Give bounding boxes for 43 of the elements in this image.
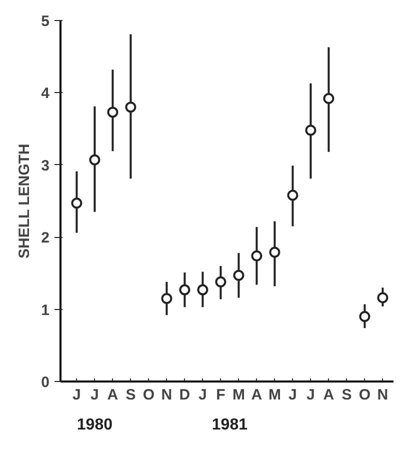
point — [251, 250, 262, 262]
point — [233, 270, 244, 281]
x-tick-label: M — [268, 386, 281, 404]
x-tick-label: A — [107, 386, 118, 404]
point — [107, 106, 118, 118]
point — [71, 198, 82, 209]
y-tick-label: 1 — [41, 302, 50, 319]
y-tick-label: 4 — [41, 85, 50, 102]
x-tick-label: J — [306, 386, 315, 404]
y-axis-title: SHELL LENGTH — [16, 144, 34, 258]
x-tick-label: J — [288, 386, 297, 404]
x-tick-label: A — [251, 386, 262, 404]
point — [89, 154, 100, 166]
point — [179, 284, 190, 296]
point — [197, 284, 208, 296]
y-tick-label: 2 — [41, 230, 50, 247]
x-tick-label: S — [342, 386, 352, 404]
x-tick-label: M — [232, 386, 245, 404]
x-tick-label: F — [216, 386, 226, 404]
x-tick-label: N — [377, 386, 388, 404]
point — [377, 292, 388, 304]
y-tick-label: 3 — [41, 157, 50, 174]
x-tick-label: J — [90, 386, 99, 404]
point — [323, 92, 334, 104]
y-tick-label: 5 — [41, 13, 50, 30]
point — [125, 102, 136, 113]
point — [287, 190, 298, 201]
point — [269, 246, 280, 258]
point — [305, 124, 316, 136]
x-tick-label: J — [198, 386, 207, 404]
x-tick-label: N — [161, 386, 172, 404]
point — [359, 311, 370, 322]
text: 1981 — [212, 416, 248, 434]
x-tick-label: O — [358, 386, 371, 404]
x-tick-label: D — [179, 386, 190, 404]
point — [215, 276, 226, 288]
x-tick-label: S — [126, 386, 136, 404]
text: 1980 — [76, 416, 113, 434]
x-tick-label: J — [72, 386, 81, 404]
y-tick-label: 0 — [41, 374, 50, 391]
point — [161, 292, 172, 304]
x-tick-label: A — [323, 386, 334, 404]
x-tick-label: O — [142, 386, 155, 404]
